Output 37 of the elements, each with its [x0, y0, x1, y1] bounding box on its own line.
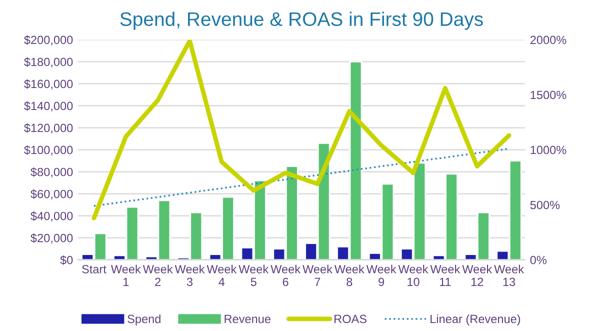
x-tick-label: Week 10: [398, 264, 428, 286]
legend-label: Linear (Revenue): [430, 314, 520, 326]
legend-label: Revenue: [224, 314, 270, 324]
legend-label: ROAS: [334, 314, 366, 324]
y2-tick-label: 1500%: [530, 90, 566, 100]
chart-title: Spend, Revenue & ROAS in First 90 Days: [120, 12, 483, 30]
y2-tick-label: 500%: [530, 200, 560, 210]
line-series: [92, 40, 512, 220]
x-tick-label: Week 4: [206, 264, 237, 286]
x-tick-label: Week 7: [302, 264, 332, 286]
y-tick-label: $180,000: [24, 57, 73, 68]
legend-label: Spend: [128, 314, 160, 326]
x-tick-label: Week 3: [174, 264, 205, 286]
y2-tick-label: 0%: [530, 256, 547, 264]
y-tick-label: $60,000: [30, 189, 73, 200]
line-series: [93, 148, 510, 207]
x-tick-label: Start: [82, 265, 106, 274]
x-tick-label: Week 12: [462, 264, 492, 286]
y-tick-label: $80,000: [30, 167, 73, 178]
y-tick-label: $40,000: [30, 211, 73, 222]
y-tick-label: $200,000: [24, 35, 73, 46]
y-tick-label: $140,000: [24, 101, 73, 112]
x-tick-label: Week 5: [238, 264, 269, 286]
y-tick-label: $160,000: [24, 79, 73, 90]
y-tick-label: $120,000: [24, 123, 73, 134]
y-tick-label: $0: [60, 255, 73, 265]
y-tick-label: $20,000: [30, 233, 73, 244]
y2-tick-label: 1000%: [530, 146, 566, 154]
x-tick-label: Week 8: [334, 264, 364, 286]
x-tick-label: Week 6: [270, 264, 301, 286]
x-tick-label: Week 11: [430, 264, 460, 286]
x-tick-label: Week 13: [494, 264, 524, 286]
y-tick-label: $100,000: [24, 145, 73, 156]
x-tick-label: Week 1: [110, 264, 141, 286]
y2-tick-label: 2000%: [530, 36, 566, 44]
x-tick-label: Week 2: [142, 264, 173, 286]
x-tick-label: Week 9: [366, 264, 396, 286]
